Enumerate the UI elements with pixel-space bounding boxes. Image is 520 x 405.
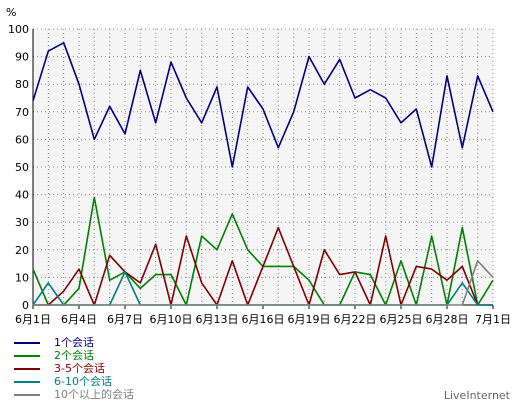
legend-swatch [14,394,40,396]
x-tick-label: 6月4日 [61,313,97,326]
legend-swatch [14,355,40,357]
legend-swatch [14,381,40,383]
x-tick-label: 6月25日 [380,313,423,326]
y-tick-label: 30 [15,216,29,229]
brand-label: LiveInternet [443,389,510,402]
y-tick-label: 10 [15,271,29,284]
legend-label: 1个会话 [54,336,94,349]
x-tick-label: 6月7日 [107,313,143,326]
x-tick-label: 6月13日 [196,313,239,326]
y-tick-label: 0 [22,299,29,312]
y-tick-label: 50 [15,161,29,174]
legend-label: 2个会话 [54,349,94,362]
x-tick-label: 6月28日 [426,313,469,326]
legend-label: 6-10个会话 [54,375,112,388]
y-tick-label: 80 [15,78,29,91]
x-tick-label: 6月1日 [15,313,51,326]
y-tick-label: 60 [15,133,29,146]
x-tick-label: 6月19日 [288,313,331,326]
series-line-3 [33,226,493,306]
plot-background [33,29,493,305]
y-tick-label: 70 [15,106,29,119]
legend-swatch [14,368,40,370]
y-tick-label: 90 [15,51,29,64]
y-axis-label: % [6,6,16,19]
x-tick-label: 6月10日 [150,313,193,326]
legend-label: 10个以上的会话 [54,388,134,401]
y-tick-label: 40 [15,189,29,202]
x-tick-label: 7月1日 [475,313,511,326]
series-lines [32,41,494,306]
series-line-1 [32,41,494,168]
y-tick-label: 100 [8,23,29,36]
legend-label: 3-5个会话 [54,362,105,375]
x-tick-label: 6月22日 [334,313,377,326]
legend-swatch [14,342,40,344]
y-tick-label: 20 [15,244,29,257]
series-line-5 [33,259,494,306]
x-tick-label: 6月16日 [242,313,285,326]
